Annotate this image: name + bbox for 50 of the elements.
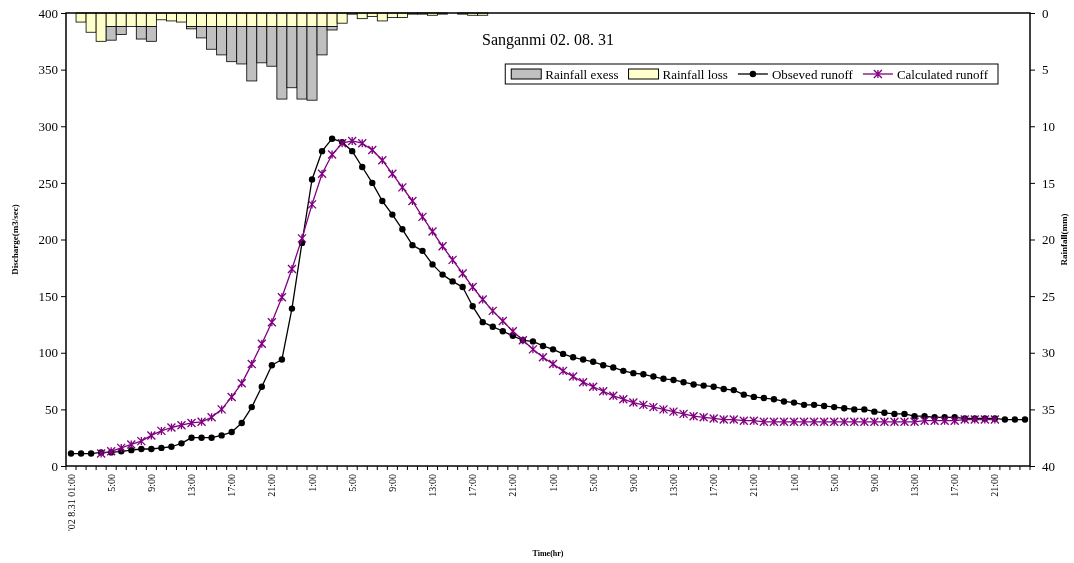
x-tick-label: 17:00 xyxy=(467,474,479,497)
y-tick-label: 200 xyxy=(38,232,58,248)
y-tick-label: 50 xyxy=(45,402,58,418)
y2-tick-label: 10 xyxy=(1042,118,1055,134)
x-tick-label: 17:00 xyxy=(708,474,720,497)
x-tick-label: 17:00 xyxy=(226,474,238,497)
x-tick-label: 13:00 xyxy=(668,474,680,497)
y2-tick-label: 15 xyxy=(1042,175,1055,191)
x-tick-label: 1:00 xyxy=(306,474,318,492)
legend-label: Calculated runoff xyxy=(896,66,989,82)
x-tick-label: 9:00 xyxy=(627,474,639,492)
y-tick-label: 100 xyxy=(38,345,58,361)
x-tick-label: '02 8.31 01:00 xyxy=(65,474,77,532)
x-tick-label: 21:00 xyxy=(989,474,1001,497)
y2-tick-label: 35 xyxy=(1042,402,1055,418)
x-tick-label: 5:00 xyxy=(828,474,840,492)
x-tick-label: 13:00 xyxy=(186,474,198,497)
x-tick-label: 5:00 xyxy=(105,474,117,492)
legend-label: Rainfall loss xyxy=(662,66,728,82)
x-tick-label: 9:00 xyxy=(145,474,157,492)
x-tick-label: 21:00 xyxy=(266,474,278,497)
x-tick-label: 21:00 xyxy=(507,474,519,497)
y2-tick-label: 25 xyxy=(1042,288,1055,304)
x-tick-label: 5:00 xyxy=(587,474,599,492)
y2-tick-label: 30 xyxy=(1042,345,1055,361)
y-tick-label: 0 xyxy=(51,458,58,474)
x-tick-label: 9:00 xyxy=(868,474,880,492)
x-tick-label: 1:00 xyxy=(788,474,800,492)
x-tick-label: 9:00 xyxy=(386,474,398,492)
x-tick-label: 5:00 xyxy=(346,474,358,492)
y-tick-label: 250 xyxy=(38,175,58,191)
x-tick-label: 13:00 xyxy=(427,474,439,497)
text: Sanganmi 02. 08. 31 xyxy=(482,31,614,49)
y-tick-label: 350 xyxy=(38,62,58,78)
y-tick-label: 400 xyxy=(38,5,58,21)
legend-label: Rainfall exess xyxy=(545,66,619,82)
x-tick-label: 1:00 xyxy=(547,474,559,492)
legend-label: Obseved runoff xyxy=(771,66,854,82)
y-tick-label: 150 xyxy=(38,288,58,304)
x-axis-title: Time(hr) xyxy=(532,549,564,558)
y2-tick-label: 20 xyxy=(1042,232,1055,248)
y2-tick-label: 0 xyxy=(1042,5,1049,21)
x-tick-label: 21:00 xyxy=(748,474,760,497)
x-tick-label: 17:00 xyxy=(949,474,961,497)
y2-tick-label: 40 xyxy=(1042,458,1055,474)
y-axis-title: Discharge(m3/sec) xyxy=(10,204,20,275)
y2-tick-label: 5 xyxy=(1042,62,1049,78)
y2-axis-title: Rainfall(mm) xyxy=(1059,213,1069,266)
x-tick-label: 13:00 xyxy=(909,474,921,497)
y-tick-label: 300 xyxy=(38,118,58,134)
